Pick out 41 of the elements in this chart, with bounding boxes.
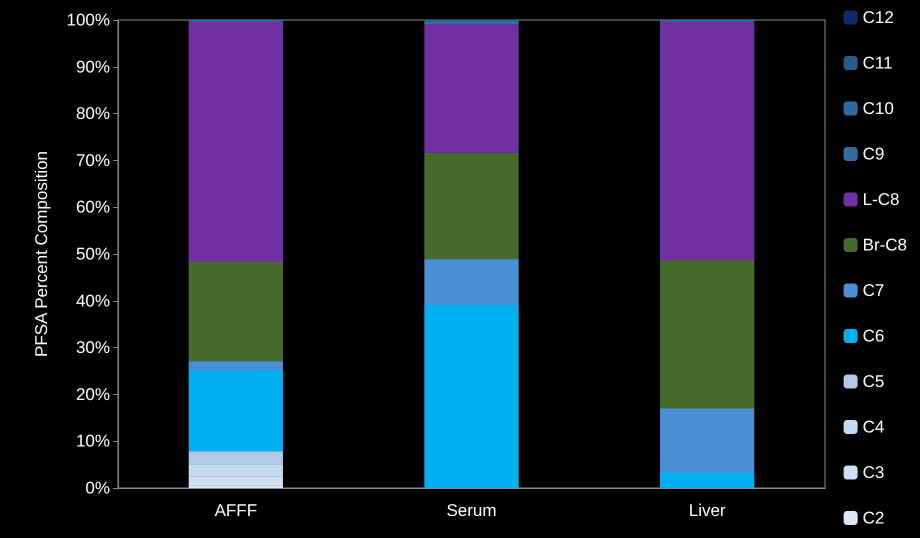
- legend-label: C2: [862, 508, 884, 528]
- y-tick-label: 30%: [76, 338, 110, 358]
- bar: [188, 361, 283, 371]
- bar: [188, 370, 283, 452]
- legend-label: C12: [862, 8, 894, 27]
- bar: [424, 24, 519, 153]
- legend-label: C5: [862, 372, 884, 391]
- y-tick-label: 20%: [76, 384, 110, 404]
- legend-label: C7: [862, 281, 884, 300]
- legend-label: C10: [862, 99, 894, 118]
- y-tick-label: 50%: [76, 244, 110, 264]
- bar: [424, 152, 519, 260]
- y-tick-label: 90%: [76, 57, 110, 76]
- y-axis-title: PFSA Percent Composition: [32, 151, 51, 357]
- legend-label: C9: [862, 144, 884, 164]
- bar: [660, 472, 754, 488]
- bar: [424, 259, 519, 306]
- y-tick-label: 70%: [76, 150, 110, 170]
- y-tick-label: 0%: [85, 478, 110, 498]
- legend-label: C11: [862, 54, 893, 72]
- bar: [188, 22, 283, 262]
- y-tick-label: 60%: [76, 198, 110, 217]
- x-tick-label: Serum: [446, 501, 497, 520]
- legend-label: C3: [862, 463, 884, 482]
- y-tick-label: 10%: [76, 432, 110, 451]
- legend-label: L-C8: [862, 190, 900, 209]
- bar: [660, 408, 754, 473]
- y-tick-label: 80%: [76, 104, 110, 124]
- bar: [188, 451, 283, 464]
- y-tick-label: 100%: [66, 10, 110, 30]
- legend-label: Br-C8: [862, 236, 908, 254]
- bar: [424, 305, 519, 488]
- x-tick-label: Liver: [688, 501, 726, 520]
- y-tick-label: 40%: [76, 291, 110, 310]
- legend-label: C6: [862, 326, 884, 346]
- bar: [660, 260, 754, 408]
- bar: [188, 262, 283, 362]
- bar: [660, 22, 754, 261]
- bar: [424, 20, 519, 24]
- x-tick-label: AFFF: [214, 501, 258, 520]
- legend-label: C4: [862, 418, 884, 436]
